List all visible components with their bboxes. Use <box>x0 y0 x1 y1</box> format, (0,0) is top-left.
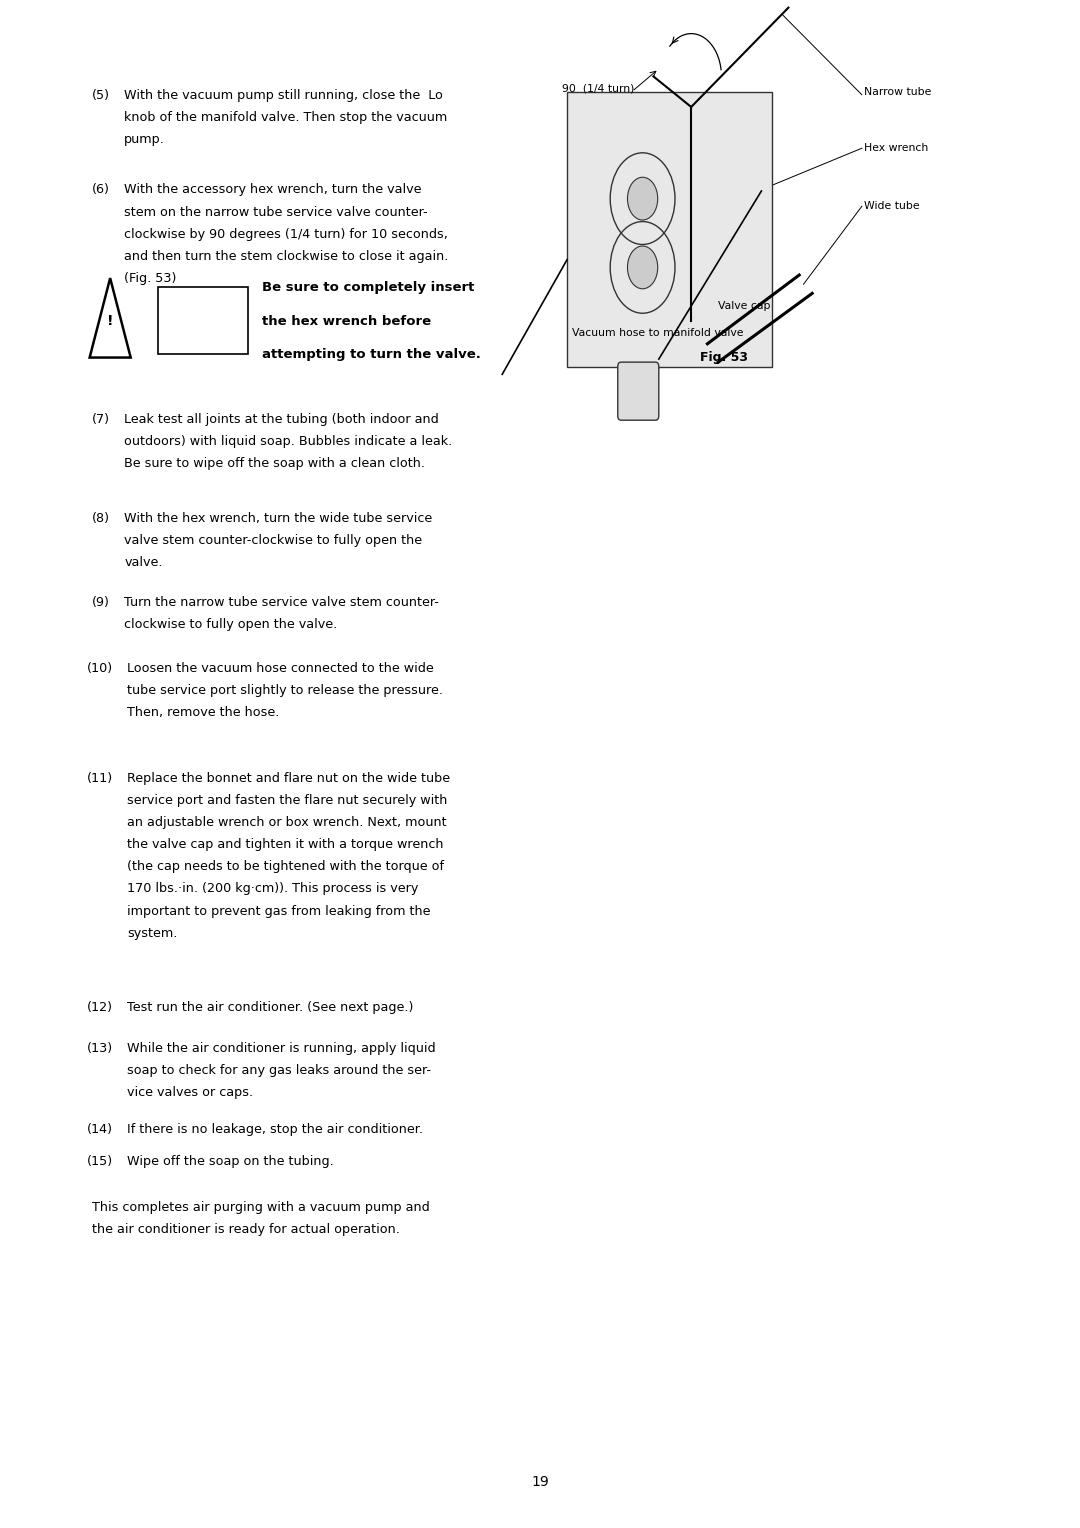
Text: system.: system. <box>127 926 178 940</box>
Text: clockwise by 90 degrees (1/4 turn) for 10 seconds,: clockwise by 90 degrees (1/4 turn) for 1… <box>124 228 448 241</box>
Text: and then turn the stem clockwise to close it again.: and then turn the stem clockwise to clos… <box>124 249 448 263</box>
Text: the valve cap and tighten it with a torque wrench: the valve cap and tighten it with a torq… <box>127 837 444 851</box>
FancyBboxPatch shape <box>618 362 659 420</box>
Circle shape <box>627 177 658 220</box>
Text: Replace the bonnet and flare nut on the wide tube: Replace the bonnet and flare nut on the … <box>127 772 450 785</box>
Text: tube service port slightly to release the pressure.: tube service port slightly to release th… <box>127 683 444 697</box>
FancyBboxPatch shape <box>567 92 772 367</box>
Text: knob of the manifold valve. Then stop the vacuum: knob of the manifold valve. Then stop th… <box>124 110 447 124</box>
Text: Then, remove the hose.: Then, remove the hose. <box>127 706 280 720</box>
Text: attempting to turn the valve.: attempting to turn the valve. <box>262 348 482 362</box>
Text: Vacuum hose to manifold valve: Vacuum hose to manifold valve <box>572 329 744 338</box>
Text: Test run the air conditioner. (See next page.): Test run the air conditioner. (See next … <box>127 1001 414 1015</box>
Text: pump.: pump. <box>124 133 165 147</box>
Text: Hex wrench: Hex wrench <box>864 144 928 153</box>
Text: soap to check for any gas leaks around the ser-: soap to check for any gas leaks around t… <box>127 1063 431 1077</box>
Text: (6): (6) <box>92 183 110 197</box>
Text: (13): (13) <box>86 1042 112 1056</box>
Text: Turn the narrow tube service valve stem counter-: Turn the narrow tube service valve stem … <box>124 596 440 610</box>
Text: (8): (8) <box>92 512 110 526</box>
Text: Wipe off the soap on the tubing.: Wipe off the soap on the tubing. <box>127 1155 334 1169</box>
Text: CAUTION: CAUTION <box>170 315 237 327</box>
Text: (12): (12) <box>86 1001 112 1015</box>
Text: !: ! <box>107 313 113 329</box>
Text: Be sure to completely insert: Be sure to completely insert <box>262 281 475 295</box>
Text: Valve cap: Valve cap <box>718 301 771 310</box>
Text: Be sure to wipe off the soap with a clean cloth.: Be sure to wipe off the soap with a clea… <box>124 457 426 471</box>
Text: This completes air purging with a vacuum pump and: This completes air purging with a vacuum… <box>92 1201 430 1215</box>
Text: (11): (11) <box>86 772 112 785</box>
Text: 90  (1/4 turn): 90 (1/4 turn) <box>562 84 634 93</box>
Text: the hex wrench before: the hex wrench before <box>262 315 432 329</box>
Text: important to prevent gas from leaking from the: important to prevent gas from leaking fr… <box>127 905 431 918</box>
Text: (9): (9) <box>92 596 110 610</box>
Text: the air conditioner is ready for actual operation.: the air conditioner is ready for actual … <box>92 1222 400 1236</box>
FancyBboxPatch shape <box>158 287 248 354</box>
Text: outdoors) with liquid soap. Bubbles indicate a leak.: outdoors) with liquid soap. Bubbles indi… <box>124 434 453 448</box>
Text: (14): (14) <box>86 1123 112 1137</box>
Text: With the vacuum pump still running, close the  Lo: With the vacuum pump still running, clos… <box>124 89 443 102</box>
Text: Wide tube: Wide tube <box>864 202 920 211</box>
Text: service port and fasten the flare nut securely with: service port and fasten the flare nut se… <box>127 795 448 807</box>
Text: valve.: valve. <box>124 556 163 570</box>
Text: valve stem counter-clockwise to fully open the: valve stem counter-clockwise to fully op… <box>124 533 422 547</box>
Text: 170 lbs.·in. (200 kg·cm)). This process is very: 170 lbs.·in. (200 kg·cm)). This process … <box>127 883 419 895</box>
Text: (the cap needs to be tightened with the torque of: (the cap needs to be tightened with the … <box>127 860 445 874</box>
Text: vice valves or caps.: vice valves or caps. <box>127 1086 254 1100</box>
Text: stem on the narrow tube service valve counter-: stem on the narrow tube service valve co… <box>124 205 428 219</box>
Text: Fig. 53: Fig. 53 <box>700 351 747 365</box>
Text: 19: 19 <box>531 1475 549 1490</box>
Text: Loosen the vacuum hose connected to the wide: Loosen the vacuum hose connected to the … <box>127 662 434 675</box>
Text: Narrow tube: Narrow tube <box>864 87 931 96</box>
Text: If there is no leakage, stop the air conditioner.: If there is no leakage, stop the air con… <box>127 1123 423 1137</box>
Text: (5): (5) <box>92 89 110 102</box>
Text: With the accessory hex wrench, turn the valve: With the accessory hex wrench, turn the … <box>124 183 421 197</box>
Text: (7): (7) <box>92 413 110 426</box>
Text: (10): (10) <box>86 662 112 675</box>
Text: an adjustable wrench or box wrench. Next, mount: an adjustable wrench or box wrench. Next… <box>127 816 447 830</box>
Text: Leak test all joints at the tubing (both indoor and: Leak test all joints at the tubing (both… <box>124 413 438 426</box>
Text: While the air conditioner is running, apply liquid: While the air conditioner is running, ap… <box>127 1042 436 1056</box>
Text: With the hex wrench, turn the wide tube service: With the hex wrench, turn the wide tube … <box>124 512 432 526</box>
Text: (Fig. 53): (Fig. 53) <box>124 272 176 286</box>
Circle shape <box>627 246 658 289</box>
Text: (15): (15) <box>86 1155 112 1169</box>
Text: clockwise to fully open the valve.: clockwise to fully open the valve. <box>124 617 337 631</box>
